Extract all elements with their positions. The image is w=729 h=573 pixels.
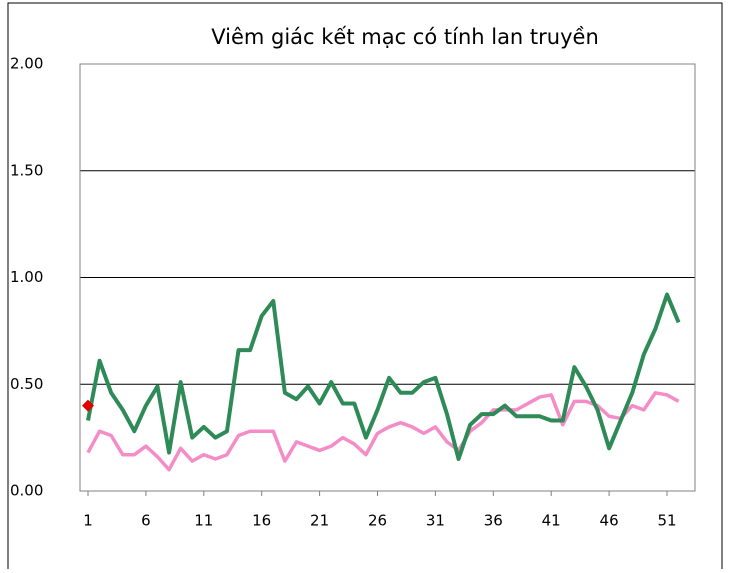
- line: [86, 391, 680, 472]
- x-tick-label: 26: [368, 512, 387, 530]
- x-tick-label: 31: [426, 512, 445, 530]
- x-tick-label: 36: [484, 512, 503, 530]
- y-tick-label: 2.00: [10, 55, 43, 73]
- frame: [7, 2, 723, 573]
- x-tick-label: 6: [141, 512, 151, 530]
- x-tick-label: 41: [542, 512, 561, 530]
- plot-area: [79, 63, 696, 492]
- y-tick-label: 1.00: [10, 268, 43, 286]
- x-tick-label: 16: [252, 512, 271, 530]
- marker: [82, 399, 94, 412]
- y-tick-label: 1.50: [10, 161, 43, 179]
- chart-title: Viêm giác kết mạc có tính lan truyền: [211, 25, 599, 49]
- x-tick-label: 11: [194, 512, 213, 530]
- y-tick-label: 0.50: [10, 375, 43, 393]
- x-tick-label: 21: [310, 512, 329, 530]
- x-tick-label: 1: [83, 512, 93, 530]
- x-tick-label: 46: [600, 512, 619, 530]
- x-tick-label: 51: [657, 512, 676, 530]
- line: [86, 292, 681, 461]
- y-tick-label: 0.00: [10, 482, 43, 500]
